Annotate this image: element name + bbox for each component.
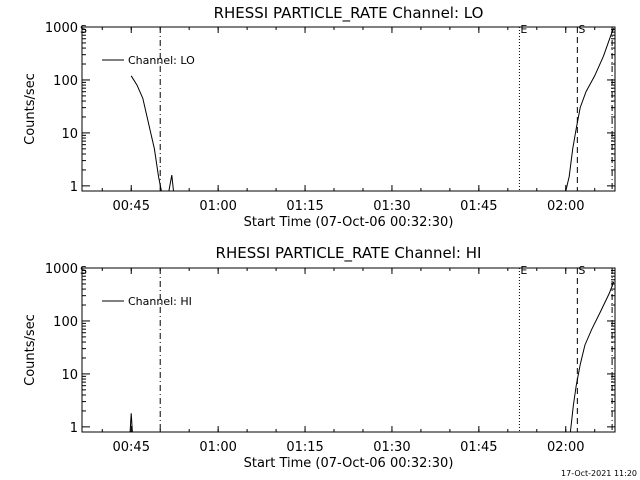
- timestamp-footer: 17-Oct-2021 11:20: [561, 469, 637, 478]
- series-line: [168, 175, 174, 192]
- x-tick-label: 02:00: [547, 440, 584, 455]
- edge-marker-label: S: [80, 264, 87, 277]
- edge-marker-label: S: [80, 23, 87, 36]
- x-tick-label: 01:45: [460, 440, 497, 455]
- chart-title: RHESSI PARTICLE_RATE Channel: LO: [214, 4, 484, 23]
- event-marker-label: S: [578, 264, 585, 277]
- chart-panel-lo: RHESSI PARTICLE_RATE Channel: LO 00:45 01:…: [23, 4, 616, 230]
- series-line: [129, 413, 133, 433]
- x-tick-label: 01:30: [373, 440, 410, 455]
- y-tick-label: 1: [70, 180, 78, 195]
- plot-frame: [81, 26, 616, 192]
- y-tick-label: 100: [53, 315, 78, 330]
- chart-title: RHESSI PARTICLE_RATE Channel: HI: [216, 244, 482, 263]
- y-tick-label: 10: [61, 368, 78, 383]
- x-axis-label: Start Time (07-Oct-06 00:32:30): [244, 456, 454, 471]
- event-marker-label: E: [520, 23, 527, 36]
- event-marker-label: E: [520, 264, 527, 277]
- chart-panel-hi: RHESSI PARTICLE_RATE Channel: HI 00:45 01:…: [23, 244, 616, 471]
- x-tick-label: 01:00: [199, 440, 236, 455]
- series-line: [569, 281, 615, 433]
- plot-frame: [81, 267, 616, 433]
- x-tick-label: 00:45: [113, 199, 150, 214]
- y-axis-label: Counts/sec: [23, 314, 38, 386]
- y-tick-label: 10: [61, 127, 78, 142]
- series-line: [565, 28, 615, 192]
- y-tick-label: 100: [53, 74, 78, 89]
- x-tick-label: 01:00: [199, 199, 236, 214]
- x-tick-label: 01:45: [460, 199, 497, 214]
- y-tick-label: 1000: [45, 21, 78, 36]
- y-axis-label: Counts/sec: [23, 73, 38, 145]
- event-marker-label: S: [578, 23, 585, 36]
- x-axis-label: Start Time (07-Oct-06 00:32:30): [244, 215, 454, 230]
- x-tick-label: 01:15: [286, 199, 323, 214]
- x-tick-label: 00:45: [113, 440, 150, 455]
- y-tick-label: 1000: [45, 262, 78, 277]
- legend-label: Channel: LO: [128, 54, 195, 67]
- series-line: [130, 75, 162, 192]
- legend-label: Channel: HI: [128, 295, 192, 308]
- x-tick-label: 01:15: [286, 440, 323, 455]
- x-tick-label: 02:00: [547, 199, 584, 214]
- y-tick-label: 1: [70, 421, 78, 436]
- x-tick-label: 01:30: [373, 199, 410, 214]
